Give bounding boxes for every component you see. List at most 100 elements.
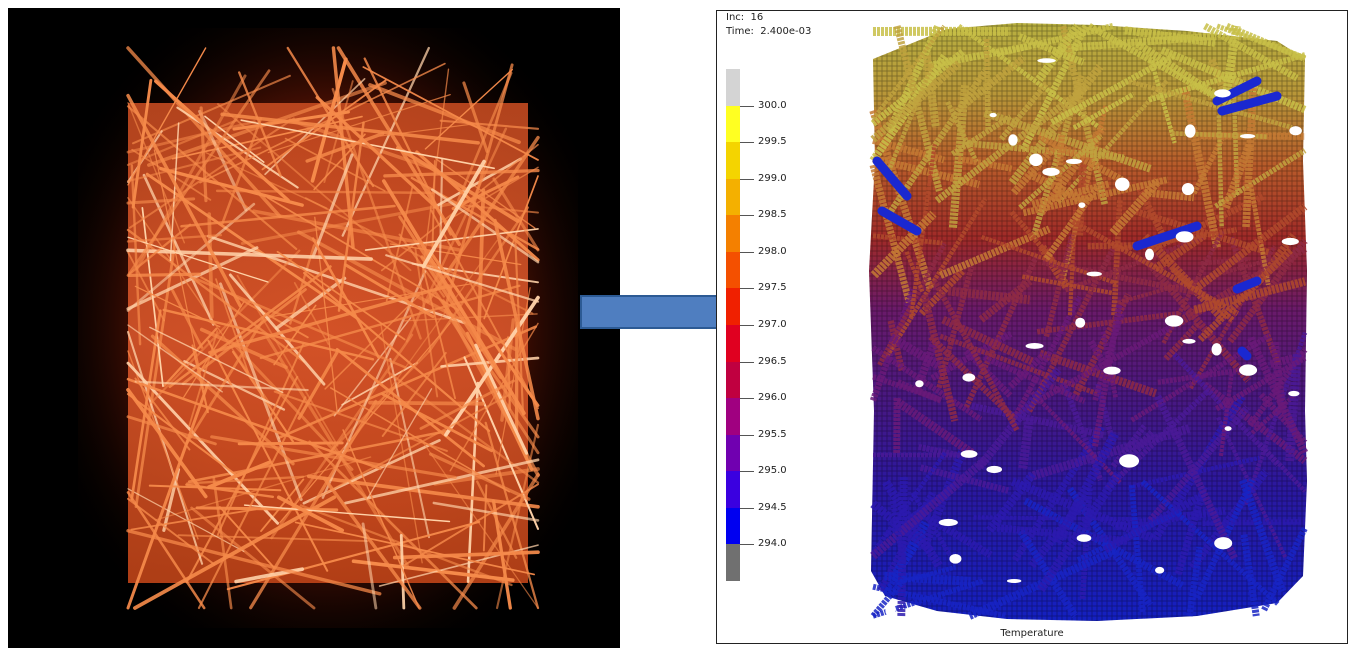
fiber-strand	[134, 240, 177, 509]
mesh-gap	[1042, 167, 1060, 176]
fiber-strand	[492, 177, 540, 252]
mesh-fiber	[1043, 184, 1101, 261]
fiber-strand	[299, 504, 513, 587]
fiber-strand	[207, 212, 214, 319]
fiber-strand	[303, 271, 491, 432]
mesh-fiber	[1197, 247, 1294, 343]
mesh-fiber	[1056, 79, 1169, 204]
mesh-fiber	[914, 507, 993, 559]
mesh-fiber	[869, 164, 913, 304]
legend-tick	[740, 507, 754, 509]
mesh-fiber	[870, 574, 909, 618]
fiber-strand	[171, 289, 204, 349]
fiber-strand	[324, 295, 420, 390]
fiber-strand	[466, 381, 480, 583]
mesh-fiber	[1221, 142, 1254, 210]
fiber-strand	[130, 309, 162, 501]
legend-color-segment	[726, 178, 740, 216]
mesh-fiber	[1203, 22, 1299, 82]
mesh-fiber	[1008, 352, 1047, 390]
fiber-strand	[329, 387, 510, 493]
fiber-strand	[381, 351, 447, 437]
fiber-strand	[207, 460, 271, 490]
fiber-strand	[126, 330, 204, 565]
fiber-strand	[276, 495, 345, 533]
fiber-strand	[420, 255, 503, 379]
mesh-fiber	[1144, 188, 1195, 202]
mesh-fiber	[978, 278, 1033, 323]
mesh-fiber	[939, 225, 1051, 279]
fiber-strand	[421, 266, 456, 400]
mesh-fiber	[1218, 373, 1234, 457]
fiber-strand	[315, 95, 439, 210]
fiber-strand	[457, 71, 513, 202]
mesh-fiber	[957, 155, 1013, 172]
mesh-gap	[1144, 248, 1154, 261]
fiber-strand	[228, 273, 326, 386]
mesh-fiber	[870, 455, 990, 560]
fiber-strand	[361, 522, 378, 610]
fiber-strand	[134, 380, 309, 392]
legend-label: 296.0	[758, 392, 787, 404]
fiber-strand	[130, 164, 142, 346]
legend-color-segment	[726, 325, 740, 363]
mesh-fiber	[970, 402, 1105, 439]
mesh-fiber	[983, 354, 1086, 404]
mesh-gap	[938, 518, 958, 527]
fiber-strand	[405, 127, 508, 343]
mesh-fiber	[930, 330, 1013, 382]
fiber-strand	[414, 247, 439, 398]
mesh-fiber	[919, 464, 1010, 494]
legend-color-segment	[726, 434, 740, 472]
fiber-strand	[149, 326, 284, 394]
legend-tick	[740, 434, 754, 436]
mesh-gap	[1008, 134, 1018, 146]
mesh-gap	[1114, 177, 1130, 191]
legend-label: 299.0	[758, 172, 787, 184]
mesh-fiber	[1132, 221, 1202, 251]
legend-tick	[740, 325, 754, 326]
mesh-fiber	[1188, 469, 1269, 571]
fiber-strand	[231, 350, 295, 443]
fiber-strand	[421, 159, 486, 269]
mesh-fiber	[1140, 479, 1280, 606]
fiber-strand	[217, 103, 412, 272]
fiber-strand	[199, 62, 446, 184]
mesh-fiber	[869, 53, 949, 163]
legend-color-segment	[726, 507, 740, 545]
mesh-fiber	[1124, 26, 1216, 47]
fiber-strand	[311, 153, 354, 259]
legend-label: 294.0	[758, 538, 787, 550]
mesh-fiber	[1021, 274, 1113, 296]
mesh-fiber	[1010, 477, 1156, 543]
fiber-strand	[362, 66, 539, 161]
mesh-fiber	[1134, 208, 1270, 256]
mesh-fiber	[1216, 416, 1288, 560]
mesh-fiber	[1010, 142, 1060, 196]
mesh-fiber	[950, 114, 1013, 157]
fiber-strand	[368, 400, 485, 406]
mesh-fiber	[1170, 266, 1235, 323]
mesh-fiber	[869, 288, 917, 402]
fiber-strand	[126, 387, 208, 499]
mesh-fiber	[1054, 135, 1065, 202]
fiber-strand	[127, 236, 269, 283]
fiber-strand	[127, 324, 223, 393]
mesh-fiber	[920, 446, 968, 550]
mesh-fiber	[1217, 91, 1282, 116]
legend-tick	[740, 361, 754, 363]
mesh-fiber	[1191, 137, 1225, 195]
mesh-fiber	[885, 197, 988, 358]
fiber-strand	[432, 501, 540, 522]
mesh-gap	[1025, 343, 1044, 349]
mesh-gap	[1181, 182, 1195, 196]
mesh-fiber	[1037, 132, 1124, 184]
fiber-strand	[284, 137, 386, 192]
fiber-strand	[181, 288, 307, 386]
fiber-strand	[337, 121, 365, 312]
legend-label: 299.5	[758, 136, 787, 148]
mesh-gap	[1239, 133, 1256, 139]
legend-title: Temperature	[1000, 628, 1064, 639]
mesh-fiber	[996, 524, 1129, 545]
legend-tick	[740, 288, 754, 290]
